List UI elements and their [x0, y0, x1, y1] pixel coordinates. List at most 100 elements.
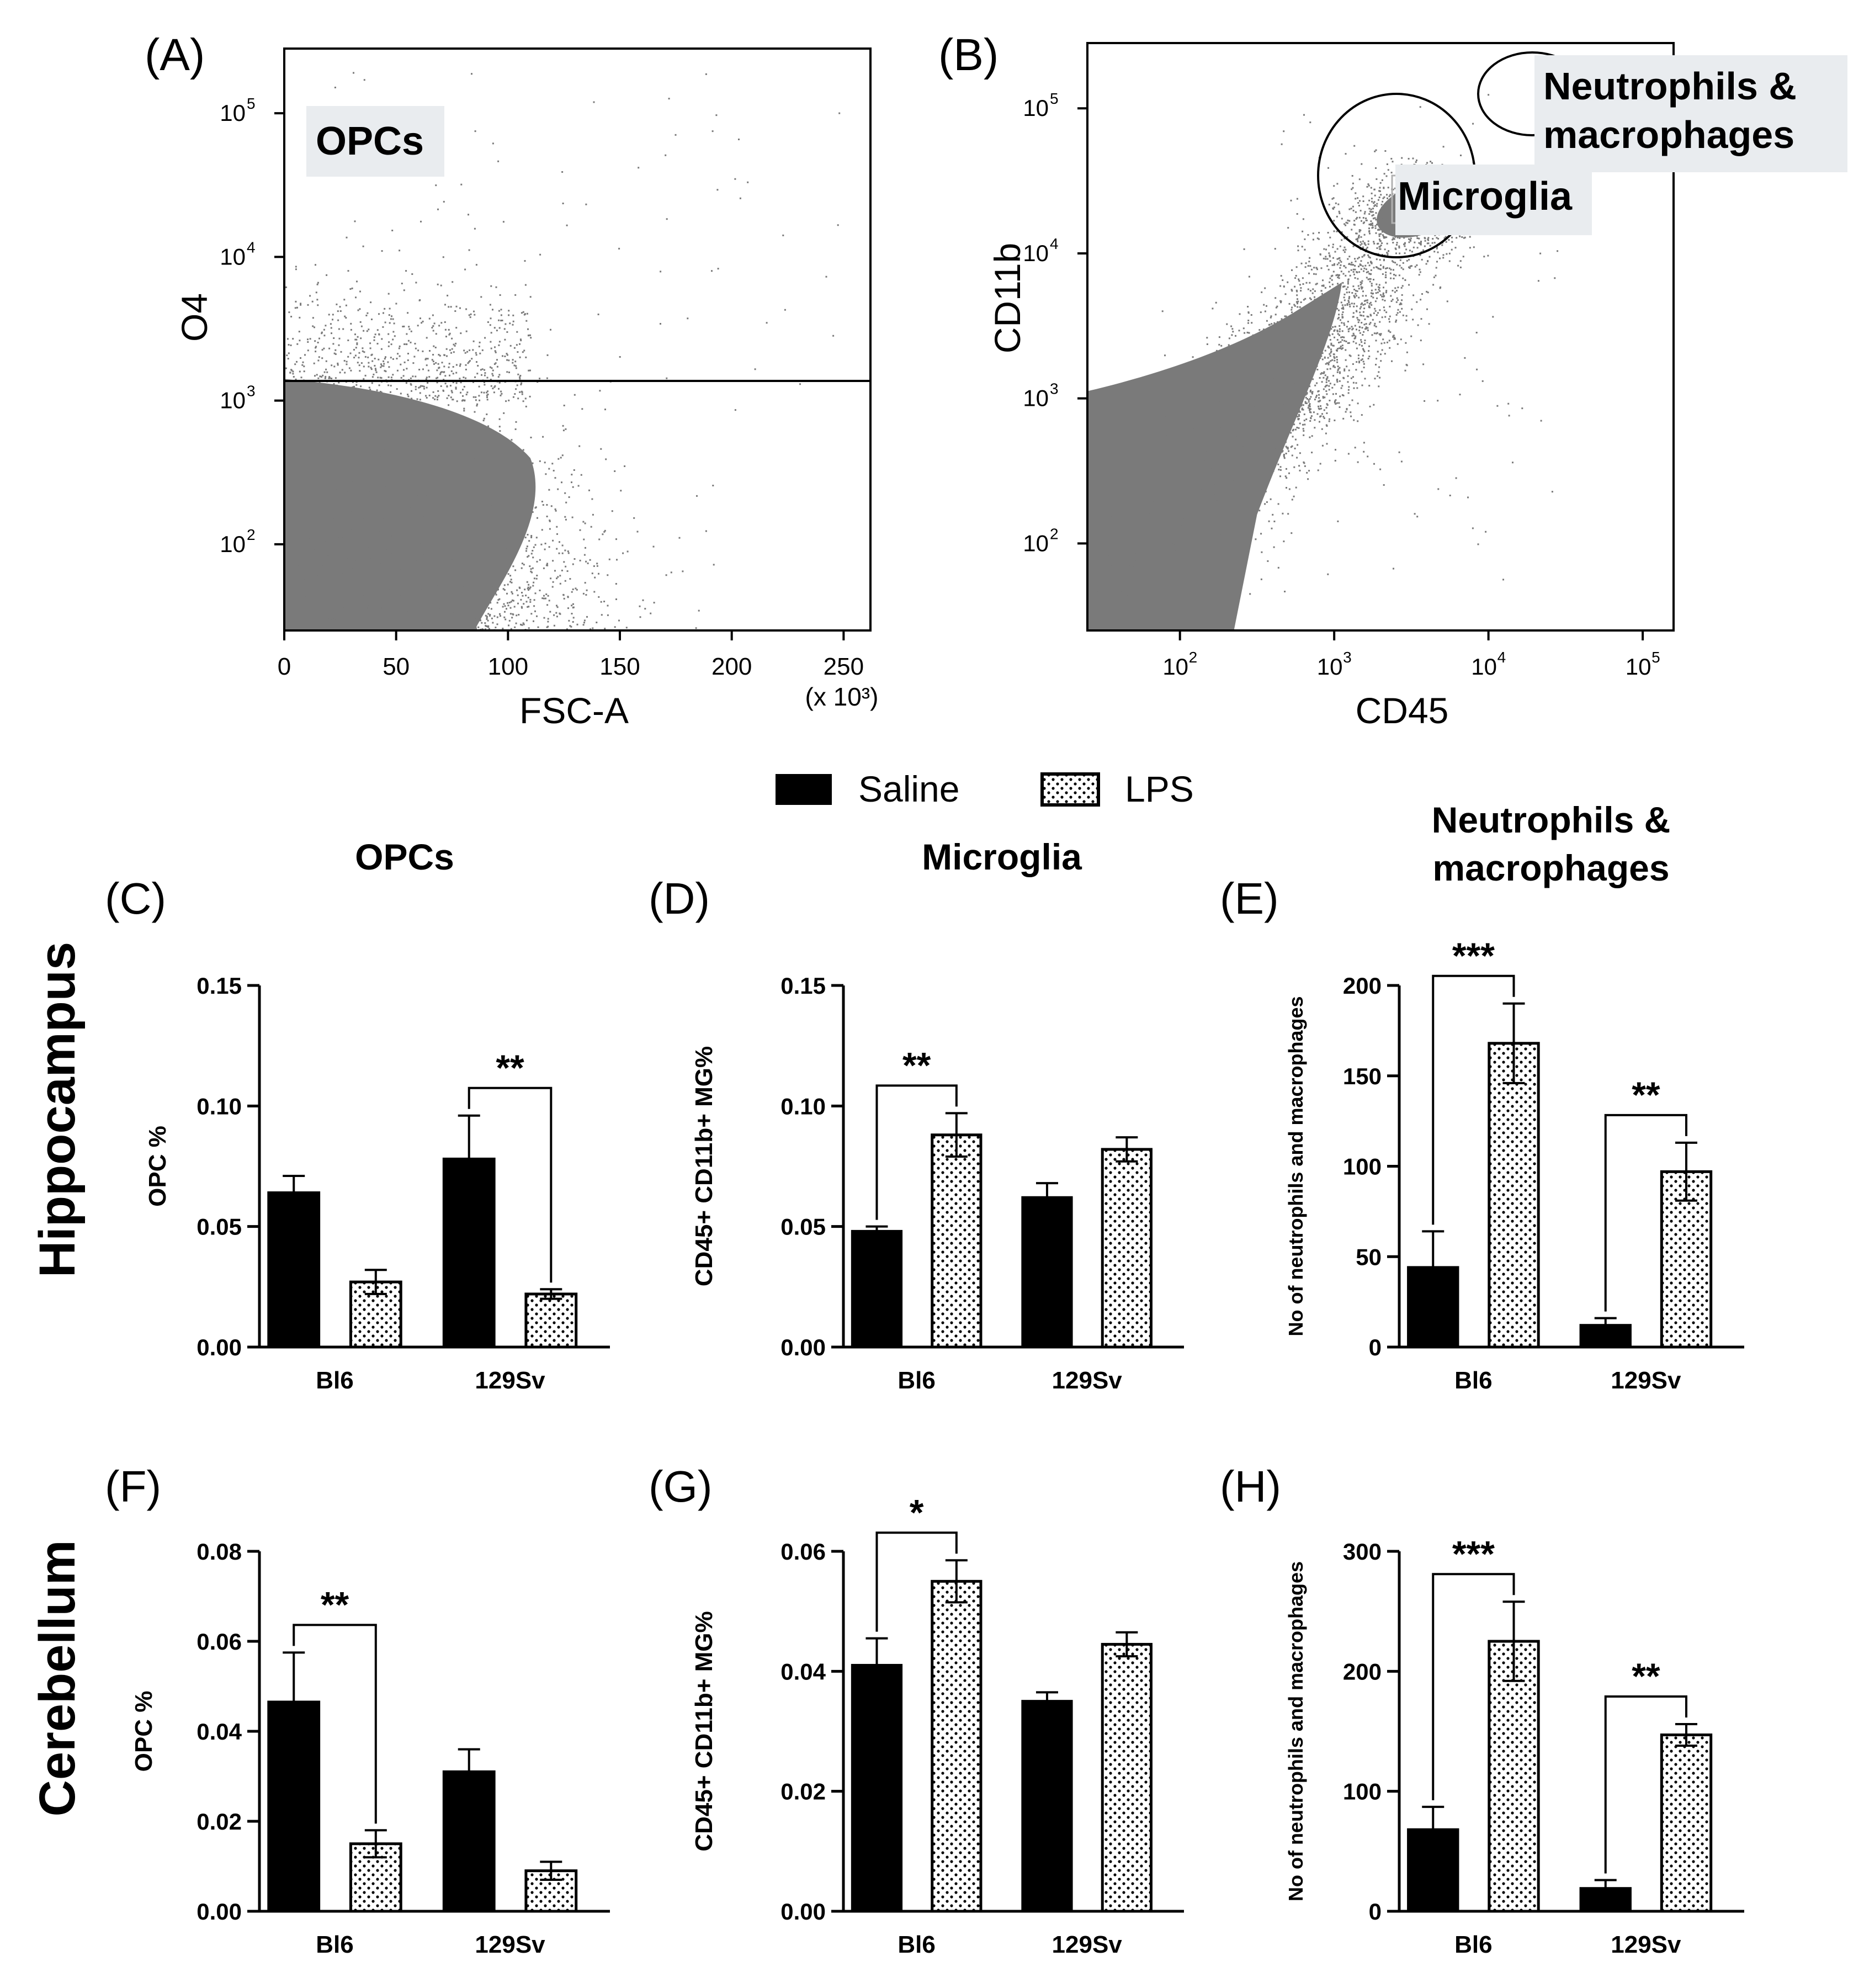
x-tick-label-f: 129Sv — [475, 1931, 545, 1958]
bar-saline-129sv-d — [1021, 1196, 1073, 1349]
bar-chart-d: (D) 0.00 0.05 0.10 0.15 CD45+ CD11b+ MG% Bl6 12… — [649, 874, 1184, 1394]
row-title-cerebellum: Cerebellum — [29, 1540, 86, 1816]
y-tick-label-g: 0.06 — [780, 1539, 826, 1565]
y-tick-exponent-a: 4 — [247, 238, 256, 256]
column-title-neutrophils-line2: macrophages — [1432, 847, 1669, 888]
x-tick-label-c: Bl6 — [316, 1367, 353, 1394]
y-axis-label-h: No of neutrophils and macrophages — [1284, 1561, 1307, 1901]
y-tick-label-a: 10 — [220, 531, 246, 557]
y-tick-exponent-b: 2 — [1050, 525, 1059, 542]
x-tick-label-a: 50 — [383, 653, 410, 680]
scatter-points-a — [284, 72, 841, 631]
microglia-gate-label-box — [1395, 165, 1592, 235]
row-title-hippocampus: Hippocampus — [29, 942, 86, 1277]
y-tick-label-d: 0.00 — [780, 1334, 826, 1360]
y-tick-label-b: 10 — [1023, 385, 1049, 411]
flow-a-x-unit: (x 10³) — [805, 682, 879, 711]
panel-label-b: (B) — [938, 30, 999, 80]
x-tick-label-a: 200 — [711, 653, 752, 680]
x-tick-exponent-b: 2 — [1189, 649, 1198, 666]
y-tick-exponent-b: 5 — [1050, 90, 1059, 107]
significance-stars-g: * — [910, 1492, 924, 1533]
y-tick-label-h: 200 — [1343, 1658, 1382, 1684]
y-tick-exponent-a: 2 — [247, 526, 256, 543]
column-title-microglia: Microglia — [922, 836, 1082, 877]
significance-stars-e: ** — [1632, 1074, 1660, 1115]
x-tick-label-b: 10 — [1626, 654, 1651, 680]
significance-bracket-h — [1432, 1573, 1515, 1800]
neutrophil-gate-label-line2: macrophages — [1543, 113, 1794, 156]
bar-saline-bl6-g — [851, 1663, 903, 1913]
y-tick-label-e: 100 — [1343, 1154, 1382, 1180]
y-tick-label-h: 300 — [1343, 1539, 1382, 1565]
significance-stars-d: ** — [902, 1045, 931, 1085]
x-tick-label-a: 0 — [278, 653, 291, 680]
x-tick-exponent-b: 5 — [1651, 649, 1660, 666]
panel-label-d: (D) — [649, 874, 710, 923]
x-tick-label-b: 10 — [1471, 654, 1497, 680]
y-tick-exponent-a: 5 — [247, 95, 256, 112]
y-tick-label-f: 0.02 — [197, 1809, 242, 1835]
x-tick-label-d: 129Sv — [1052, 1367, 1123, 1394]
opc-gate-label: OPCs — [316, 119, 424, 163]
significance-stars-f: ** — [321, 1584, 349, 1625]
x-tick-label-f: Bl6 — [316, 1931, 353, 1958]
y-tick-exponent-b: 3 — [1050, 380, 1059, 397]
neutrophil-gate-label-box — [1534, 55, 1847, 172]
bar-saline-bl6-c — [267, 1191, 321, 1349]
x-tick-label-b: 10 — [1317, 654, 1343, 680]
x-tick-label-c: 129Sv — [475, 1367, 545, 1394]
panel-label-f: (F) — [105, 1462, 161, 1511]
x-tick-label-e: 129Sv — [1611, 1367, 1681, 1394]
y-tick-label-d: 0.15 — [780, 973, 826, 999]
flow-b-y-axis-label: CD11b — [987, 243, 1028, 354]
scatter-density-core-b — [1087, 282, 1342, 631]
y-tick-label-g: 0.04 — [780, 1658, 826, 1684]
bar-lps-bl6-g — [931, 1579, 983, 1913]
x-tick-label-a: 100 — [488, 653, 528, 680]
x-tick-label-a: 150 — [599, 653, 640, 680]
bar-lps-129sv-g — [1101, 1642, 1153, 1913]
panel-label-g: (G) — [649, 1462, 713, 1511]
x-tick-exponent-b: 4 — [1497, 649, 1506, 666]
y-tick-label-e: 50 — [1356, 1244, 1382, 1270]
bar-chart-f: (F) 0.00 0.02 0.04 0.06 0.08 OPC % Bl6 129Sv ** — [105, 1462, 610, 1958]
y-tick-label-c: 0.15 — [197, 973, 242, 999]
y-tick-label-f: 0.04 — [197, 1719, 242, 1745]
opc-gate-label-box — [306, 106, 444, 177]
significance-stars-h: *** — [1452, 1533, 1495, 1574]
legend-lps-label: LPS — [1125, 768, 1194, 809]
y-tick-label-a: 10 — [220, 100, 246, 126]
y-tick-label-g: 0.00 — [780, 1899, 826, 1925]
y-axis-label-g: CD45+ CD11b+ MG% — [691, 1611, 718, 1851]
bar-lps-bl6-e — [1488, 1042, 1540, 1349]
significance-bracket-f — [293, 1624, 377, 1824]
y-tick-label-b: 10 — [1023, 95, 1049, 121]
x-tick-label-b: 10 — [1162, 654, 1188, 680]
y-tick-label-a: 10 — [220, 388, 246, 413]
bar-lps-bl6-d — [931, 1133, 983, 1349]
bar-chart-h: (H) 0 100 200 300 No of neutrophils and macro… — [1220, 1462, 1744, 1958]
panel-label-a: (A) — [145, 30, 205, 80]
bar-lps-129sv-h — [1660, 1733, 1713, 1913]
plot-frame-b — [1086, 42, 1675, 632]
x-tick-label-h: 129Sv — [1611, 1931, 1681, 1958]
y-tick-label-e: 0 — [1369, 1334, 1382, 1360]
x-tick-label-e: Bl6 — [1454, 1367, 1492, 1394]
x-tick-label-h: Bl6 — [1454, 1931, 1492, 1958]
significance-stars-c: ** — [496, 1047, 524, 1088]
panel-label-h: (H) — [1220, 1462, 1281, 1511]
y-tick-label-e: 200 — [1343, 973, 1382, 999]
flow-a-y-axis-label: O4 — [174, 293, 215, 342]
x-tick-label-g: 129Sv — [1052, 1931, 1123, 1958]
significance-bracket-e — [1432, 974, 1515, 1225]
significance-stars-e: *** — [1452, 935, 1495, 976]
significance-bracket-h — [1604, 1695, 1687, 1874]
flow-b-x-axis-label: CD45 — [1356, 690, 1449, 731]
bar-chart-c: (C) 0.00 0.05 0.10 0.15 OPC % Bl6 129Sv ** — [105, 874, 610, 1394]
bar-lps-129sv-c — [524, 1292, 578, 1349]
column-title-neutrophils-line1: Neutrophils & — [1432, 799, 1671, 840]
significance-bracket-e — [1604, 1114, 1687, 1312]
bar-chart-g: (G) 0.00 0.02 0.04 0.06 CD45+ CD11b+ MG% Bl6 12… — [649, 1462, 1184, 1958]
